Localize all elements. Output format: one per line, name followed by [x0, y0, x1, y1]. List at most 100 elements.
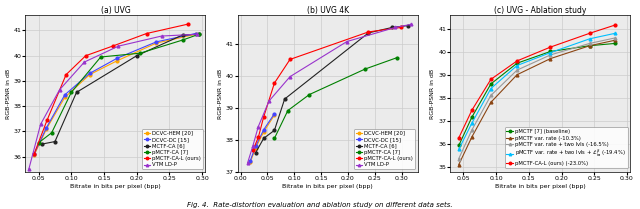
pMCTF-CA [7]: [67, 91, 75, 94]
pMCTF var. rate + two lvls (-16.5%): [455, 157, 463, 160]
pMCTF var. rate + two lvls (-16.5%): [487, 94, 495, 97]
pMCTF var. rate (-10.3%): [547, 57, 554, 60]
pMCTF-CA-L (ours): [82, 55, 90, 57]
pMCTF [7] (baseline): [487, 83, 495, 85]
pMCTF-CA-L (ours): [249, 149, 257, 151]
Y-axis label: RGB-PSNR in dB: RGB-PSNR in dB: [218, 69, 223, 119]
pMCTF-CA-L (ours): [260, 116, 268, 118]
pMCTF var. rate + two lvls + $\mathcal{L}_{ta}^{\beta}$ (-19.4%): [547, 51, 554, 54]
X-axis label: Bitrate in bits per pixel (bpp): Bitrate in bits per pixel (bpp): [282, 184, 373, 189]
VTM LD-P: [157, 35, 165, 37]
Title: (a) UVG: (a) UVG: [100, 6, 131, 15]
pMCTF var. rate (-10.3%): [611, 39, 619, 41]
pMCTF var. rate (-10.3%): [455, 163, 463, 166]
pMCTF-CA-L (ours): [271, 82, 278, 84]
Legend: DCVC-HEM [20], DCVC-DC [15], MCTF-CA [6], pMCTF-CA [7], pMCTF-CA-L (ours), VTM L: DCVC-HEM [20], DCVC-DC [15], MCTF-CA [6]…: [354, 129, 415, 169]
MCTF-CA [6]: [51, 140, 59, 143]
Legend: DCVC-HEM [20], DCVC-DC [15], MCTF-CA [6], pMCTF-CA [7], pMCTF-CA-L (ours), VTM L: DCVC-HEM [20], DCVC-DC [15], MCTF-CA [6]…: [141, 129, 203, 169]
VTM LD-P: [408, 23, 415, 25]
pMCTF-CA-L (ours) (-23.0%): [547, 46, 554, 48]
DCVC-HEM [20]: [30, 154, 38, 157]
DCVC-HEM [20]: [43, 128, 51, 130]
Line: pMCTF var. rate + two lvls + $\mathcal{L}_{ta}^{\beta}$ (-19.4%): pMCTF var. rate + two lvls + $\mathcal{L…: [458, 32, 616, 151]
Line: MCTF-CA [6]: MCTF-CA [6]: [254, 24, 410, 154]
VTM LD-P: [193, 33, 201, 36]
pMCTF var. rate + two lvls + $\mathcal{L}_{ta}^{\beta}$ (-19.4%): [611, 32, 619, 34]
Line: MCTF-CA [6]: MCTF-CA [6]: [40, 33, 200, 145]
pMCTF [7] (baseline): [586, 45, 593, 47]
DCVC-DC [15]: [252, 145, 259, 148]
pMCTF var. rate (-10.3%): [586, 45, 593, 47]
pMCTF-CA-L (ours) (-23.0%): [455, 136, 463, 139]
Line: VTM LD-P: VTM LD-P: [28, 33, 198, 171]
MCTF-CA [6]: [179, 34, 186, 36]
MCTF-CA [6]: [404, 24, 412, 27]
MCTF-CA [6]: [365, 32, 372, 34]
pMCTF-CA-L (ours): [365, 31, 372, 33]
MCTF-CA [6]: [271, 129, 278, 132]
pMCTF var. rate + two lvls (-16.5%): [468, 129, 476, 131]
pMCTF var. rate + two lvls + $\mathcal{L}_{ta}^{\beta}$ (-19.4%): [455, 148, 463, 150]
MCTF-CA [6]: [195, 33, 203, 36]
VTM LD-P: [286, 75, 294, 78]
pMCTF var. rate + two lvls + $\mathcal{L}_{ta}^{\beta}$ (-19.4%): [468, 122, 476, 124]
MCTF-CA [6]: [388, 26, 396, 29]
pMCTF-CA [7]: [136, 52, 144, 55]
pMCTF-CA [7]: [179, 39, 186, 41]
pMCTF-CA-L (ours): [109, 45, 116, 47]
pMCTF-CA-L (ours) (-23.0%): [468, 109, 476, 111]
Line: DCVC-DC [15]: DCVC-DC [15]: [33, 32, 197, 155]
MCTF-CA [6]: [38, 143, 45, 145]
DCVC-HEM [20]: [260, 131, 268, 133]
pMCTF-CA-L (ours): [62, 73, 70, 76]
pMCTF var. rate + two lvls + $\mathcal{L}_{ta}^{\beta}$ (-19.4%): [487, 87, 495, 90]
pMCTF-CA-L (ours): [30, 153, 38, 155]
DCVC-HEM [20]: [252, 147, 259, 149]
pMCTF-CA [7]: [97, 56, 104, 58]
DCVC-HEM [20]: [192, 33, 200, 36]
DCVC-DC [15]: [61, 94, 68, 96]
Title: (c) UVG - Ablation study: (c) UVG - Ablation study: [494, 6, 586, 15]
pMCTF var. rate + two lvls (-16.5%): [513, 69, 521, 71]
pMCTF var. rate + two lvls + $\mathcal{L}_{ta}^{\beta}$ (-19.4%): [586, 38, 593, 40]
Line: VTM LD-P: VTM LD-P: [246, 23, 413, 164]
DCVC-HEM [20]: [246, 161, 254, 163]
pMCTF var. rate (-10.3%): [513, 74, 521, 76]
DCVC-DC [15]: [260, 129, 268, 131]
VTM LD-P: [115, 45, 122, 47]
pMCTF-CA [7]: [394, 56, 401, 59]
Line: pMCTF-CA-L (ours): pMCTF-CA-L (ours): [252, 26, 402, 152]
Line: pMCTF-CA [7]: pMCTF-CA [7]: [37, 33, 200, 144]
MCTF-CA [6]: [252, 152, 259, 154]
pMCTF var. rate + two lvls (-16.5%): [547, 54, 554, 56]
VTM LD-P: [249, 144, 257, 147]
VTM LD-P: [56, 89, 63, 91]
VTM LD-P: [81, 61, 88, 63]
pMCTF [7] (baseline): [547, 50, 554, 53]
VTM LD-P: [36, 123, 44, 126]
Line: pMCTF-CA [7]: pMCTF-CA [7]: [273, 56, 399, 140]
X-axis label: Bitrate in bits per pixel (bpp): Bitrate in bits per pixel (bpp): [495, 184, 586, 189]
VTM LD-P: [244, 162, 252, 164]
pMCTF-CA [7]: [271, 137, 278, 140]
Line: DCVC-DC [15]: DCVC-DC [15]: [249, 112, 276, 162]
DCVC-DC [15]: [113, 57, 121, 60]
pMCTF [7] (baseline): [611, 42, 619, 45]
Line: pMCTF-CA-L (ours): pMCTF-CA-L (ours): [33, 23, 189, 155]
pMCTF-CA [7]: [305, 93, 313, 96]
Legend: pMCTF [7] (baseline), pMCTF var. rate (-10.3%), pMCTF var. rate + two lvls (-16.: pMCTF [7] (baseline), pMCTF var. rate (-…: [504, 127, 628, 168]
pMCTF-CA-L (ours) (-23.0%): [487, 78, 495, 81]
Line: pMCTF var. rate (-10.3%): pMCTF var. rate (-10.3%): [458, 39, 616, 166]
MCTF-CA [6]: [133, 55, 141, 57]
VTM LD-P: [255, 125, 262, 128]
Y-axis label: RGB-PSNR in dB: RGB-PSNR in dB: [6, 69, 10, 119]
pMCTF [7] (baseline): [455, 144, 463, 147]
Y-axis label: RGB-PSNR in dB: RGB-PSNR in dB: [430, 69, 435, 119]
DCVC-DC [15]: [192, 32, 200, 35]
pMCTF var. rate + two lvls + $\mathcal{L}_{ta}^{\beta}$ (-19.4%): [513, 64, 521, 67]
DCVC-HEM [20]: [86, 73, 93, 76]
DCVC-HEM [20]: [152, 42, 160, 44]
pMCTF-CA-L (ours): [255, 136, 262, 139]
DCVC-DC [15]: [246, 159, 254, 162]
Text: Fig. 4.  Rate-distortion evaluation and ablation study on different data sets.: Fig. 4. Rate-distortion evaluation and a…: [187, 202, 453, 208]
